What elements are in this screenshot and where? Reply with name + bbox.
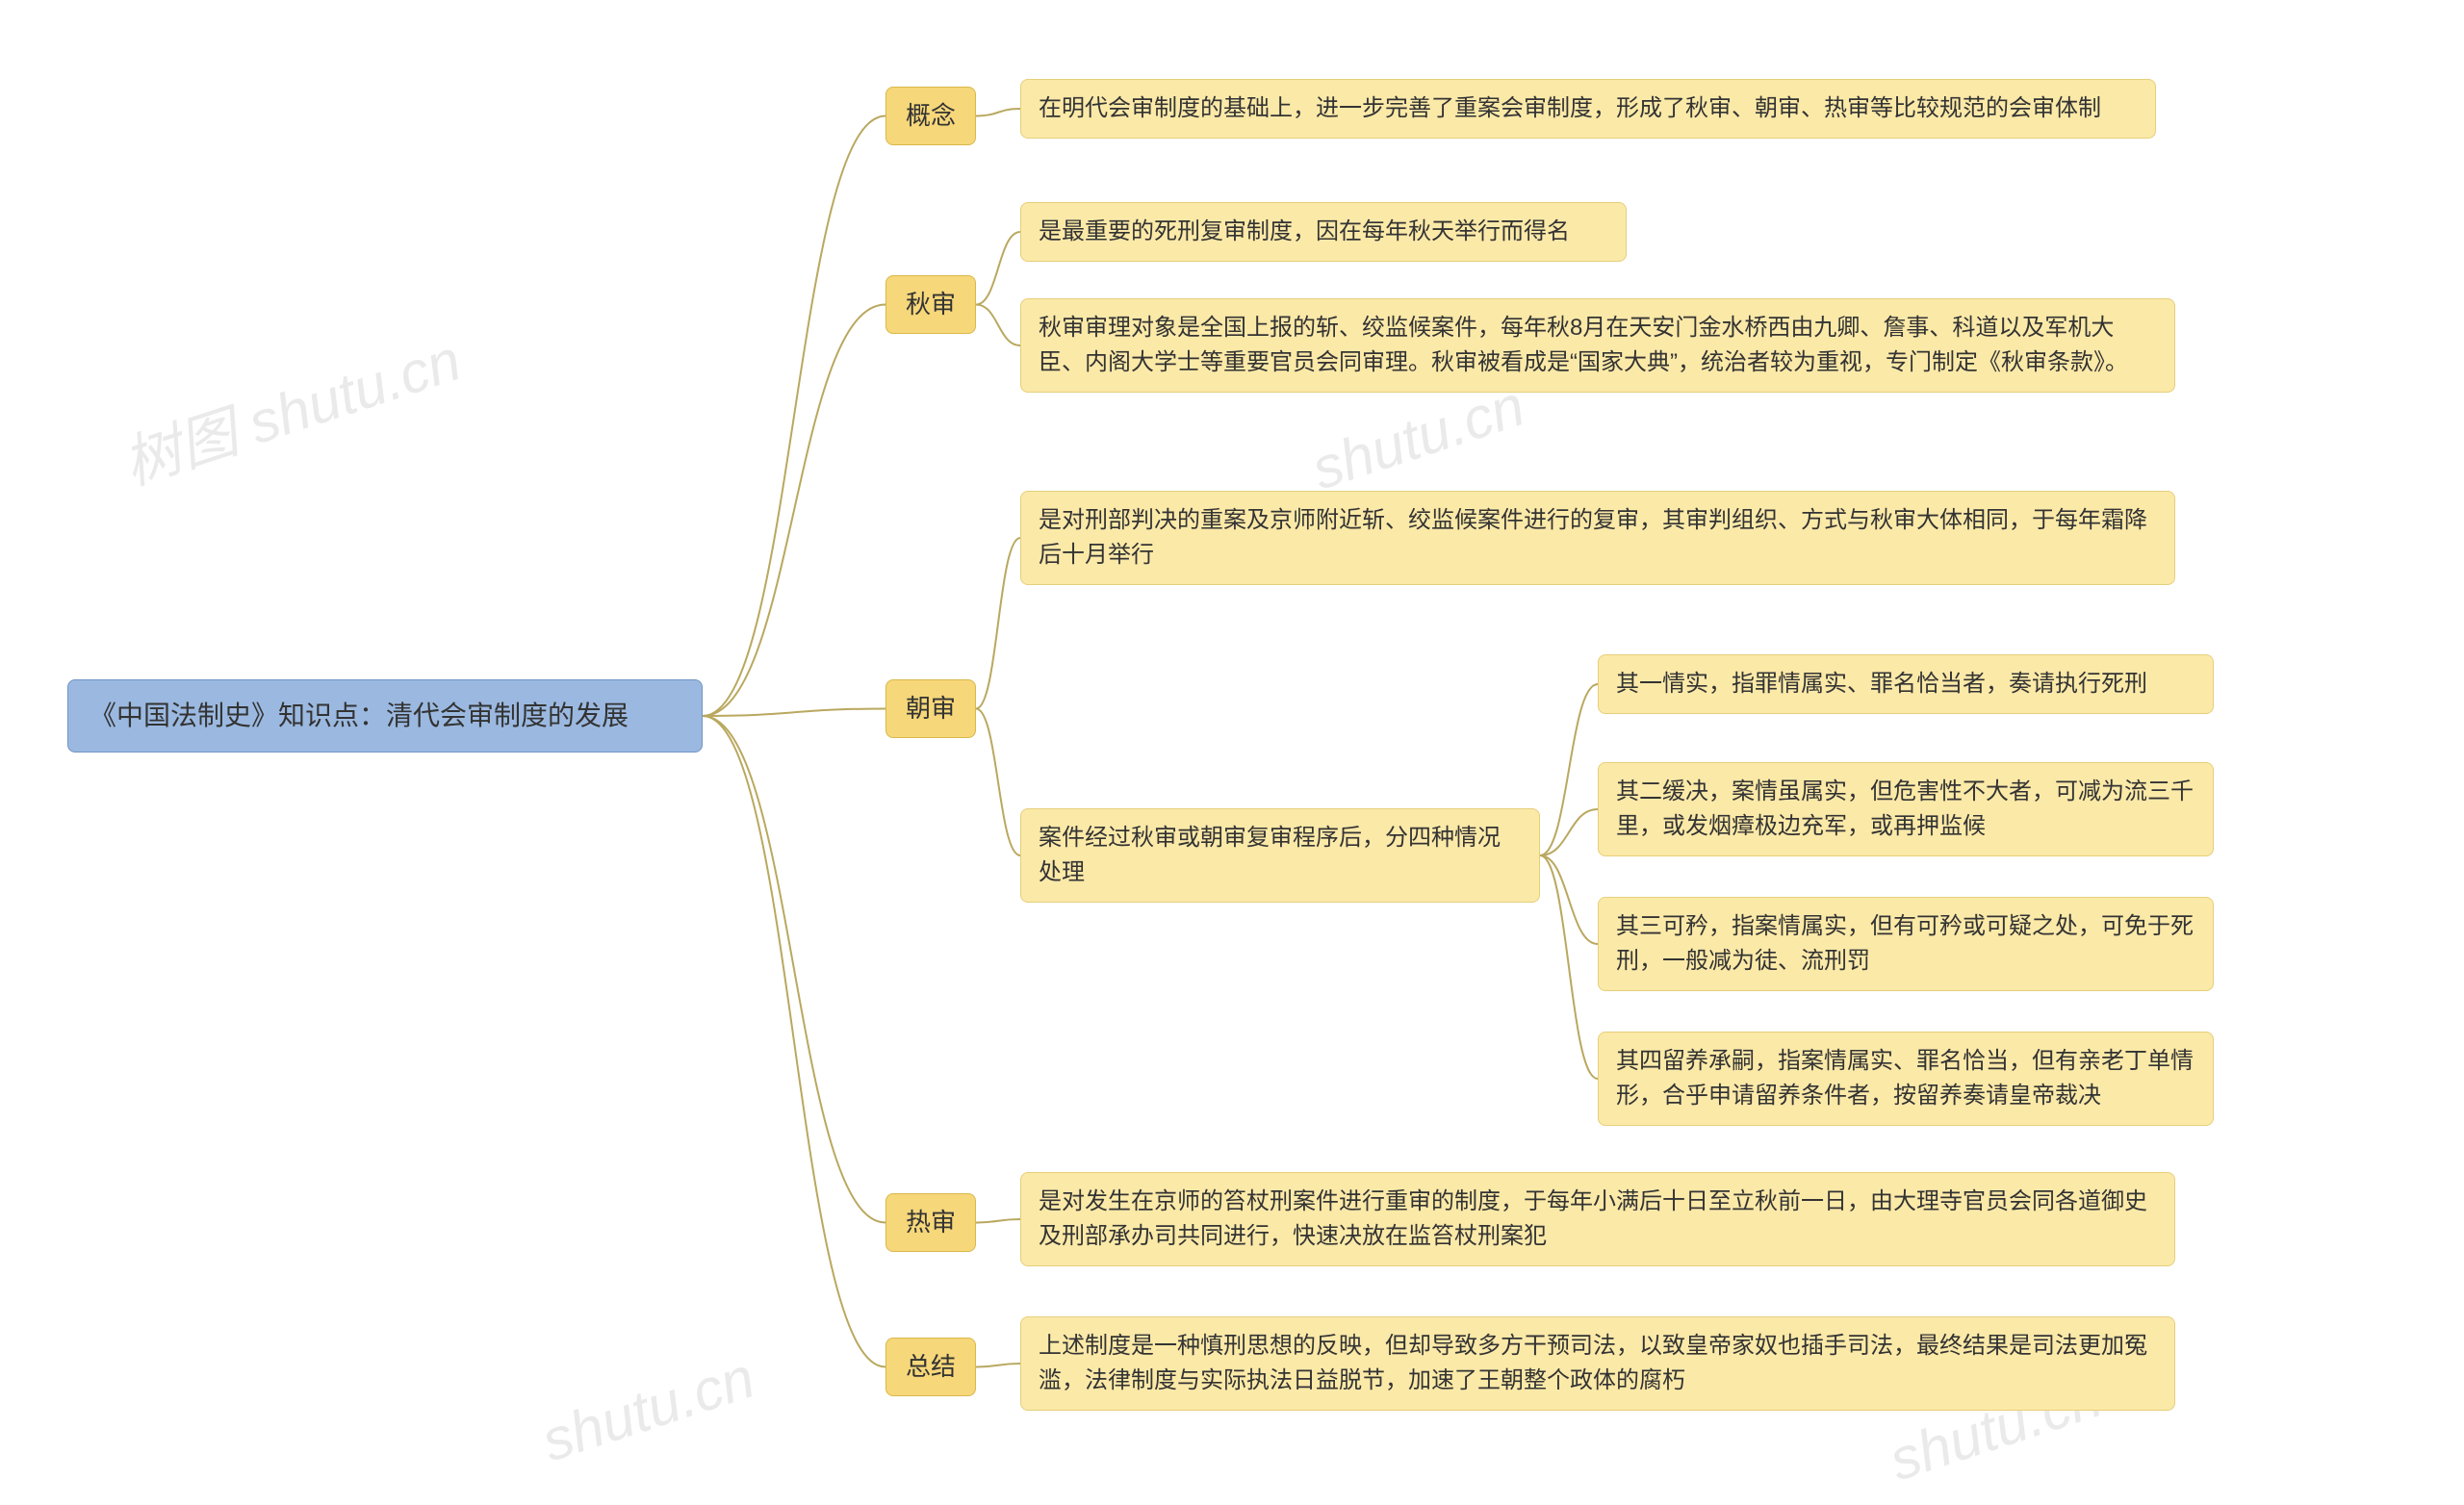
leaf-qiushen-2: 秋审审理对象是全国上报的斩、绞监候案件，每年秋8月在天安门金水桥西由九卿、詹事、… [1020,298,2175,393]
leaf-case-4: 其四留养承嗣，指案情属实、罪名恰当，但有亲老丁单情形，合乎申请留养条件者，按留养… [1598,1032,2214,1126]
root-node: 《中国法制史》知识点：清代会审制度的发展 [67,679,703,752]
watermark: 树图 shutu.cn [111,314,470,501]
leaf-chaoshen-2: 案件经过秋审或朝审复审程序后，分四种情况处理 [1020,808,1540,903]
branch-reshen: 热审 [886,1193,976,1252]
leaf-concept-1: 在明代会审制度的基础上，进一步完善了重案会审制度，形成了秋审、朝审、热审等比较规… [1020,79,2156,139]
branch-qiushen: 秋审 [886,275,976,334]
leaf-case-2: 其二缓决，案情虽属实，但危害性不大者，可减为流三千里，或发烟瘴极边充军，或再押监… [1598,762,2214,856]
leaf-case-1: 其一情实，指罪情属实、罪名恰当者，奏请执行死刑 [1598,654,2214,714]
branch-concept: 概念 [886,87,976,145]
leaf-case-3: 其三可矜，指案情属实，但有可矜或可疑之处，可免于死刑，一般减为徒、流刑罚 [1598,897,2214,991]
branch-chaoshen: 朝审 [886,679,976,738]
leaf-chaoshen-1: 是对刑部判决的重案及京师附近斩、绞监候案件进行的复审，其审判组织、方式与秋审大体… [1020,491,2175,585]
branch-zongjie: 总结 [886,1338,976,1396]
leaf-reshen-1: 是对发生在京师的笞杖刑案件进行重审的制度，于每年小满后十日至立秋前一日，由大理寺… [1020,1172,2175,1266]
leaf-qiushen-1: 是最重要的死刑复审制度，因在每年秋天举行而得名 [1020,202,1627,262]
leaf-zongjie-1: 上述制度是一种慎刑思想的反映，但却导致多方干预司法，以致皇帝家奴也插手司法，最终… [1020,1316,2175,1411]
watermark: shutu.cn [534,1344,762,1475]
